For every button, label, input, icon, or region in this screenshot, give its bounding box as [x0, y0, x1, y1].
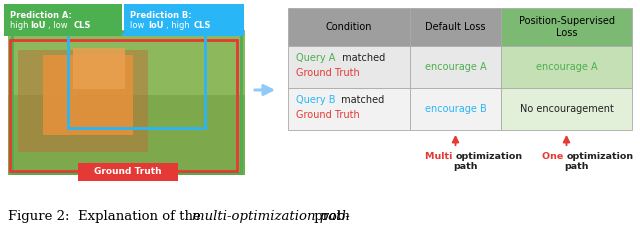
- Text: CLS: CLS: [74, 21, 92, 30]
- Bar: [501, 88, 632, 130]
- Text: low: low: [130, 21, 147, 30]
- Text: multi-optimization path: multi-optimization path: [192, 210, 350, 223]
- Bar: [12, 32, 241, 173]
- Text: path: path: [453, 162, 477, 171]
- Text: , low: , low: [48, 21, 70, 30]
- Bar: [8, 30, 245, 175]
- Text: optimization: optimization: [456, 152, 523, 161]
- Bar: [10, 40, 237, 171]
- Bar: [501, 8, 632, 46]
- Bar: [43, 55, 133, 135]
- Text: , high: , high: [166, 21, 193, 30]
- Bar: [68, 34, 205, 128]
- Bar: [124, 4, 244, 36]
- Text: Figure 2:  Explanation of the: Figure 2: Explanation of the: [8, 210, 205, 223]
- Text: matched: matched: [338, 95, 384, 105]
- Text: Multi: Multi: [425, 152, 456, 161]
- Bar: [288, 88, 410, 130]
- Bar: [4, 4, 122, 36]
- Text: Ground Truth: Ground Truth: [296, 68, 360, 78]
- Text: encourage A: encourage A: [536, 62, 597, 72]
- Text: optimization: optimization: [566, 152, 634, 161]
- Text: Position-Supervised
Loss: Position-Supervised Loss: [518, 16, 614, 38]
- Text: IoU: IoU: [30, 21, 45, 30]
- Text: Ground Truth: Ground Truth: [296, 110, 360, 120]
- Bar: [410, 46, 501, 88]
- Text: Query A: Query A: [296, 53, 335, 63]
- Bar: [73, 48, 125, 89]
- Bar: [18, 50, 148, 151]
- Text: IoU: IoU: [148, 21, 163, 30]
- Text: No encouragement: No encouragement: [520, 104, 613, 114]
- Text: Prediction A:: Prediction A:: [10, 11, 72, 20]
- Text: path: path: [564, 162, 589, 171]
- Bar: [410, 88, 501, 130]
- Text: One: One: [542, 152, 566, 161]
- Bar: [288, 8, 410, 46]
- Text: encourage A: encourage A: [425, 62, 486, 72]
- Text: Ground Truth: Ground Truth: [94, 168, 162, 177]
- Text: high: high: [10, 21, 31, 30]
- Bar: [78, 163, 178, 181]
- Text: Prediction B:: Prediction B:: [130, 11, 191, 20]
- Text: Query B: Query B: [296, 95, 335, 105]
- Bar: [410, 8, 501, 46]
- Text: CLS: CLS: [194, 21, 211, 30]
- Text: encourage B: encourage B: [424, 104, 486, 114]
- Text: matched: matched: [339, 53, 385, 63]
- Text: prob-: prob-: [310, 210, 350, 223]
- Bar: [288, 46, 410, 88]
- Bar: [8, 30, 245, 95]
- Text: Condition: Condition: [326, 22, 372, 32]
- Bar: [501, 46, 632, 88]
- Text: Default Loss: Default Loss: [425, 22, 486, 32]
